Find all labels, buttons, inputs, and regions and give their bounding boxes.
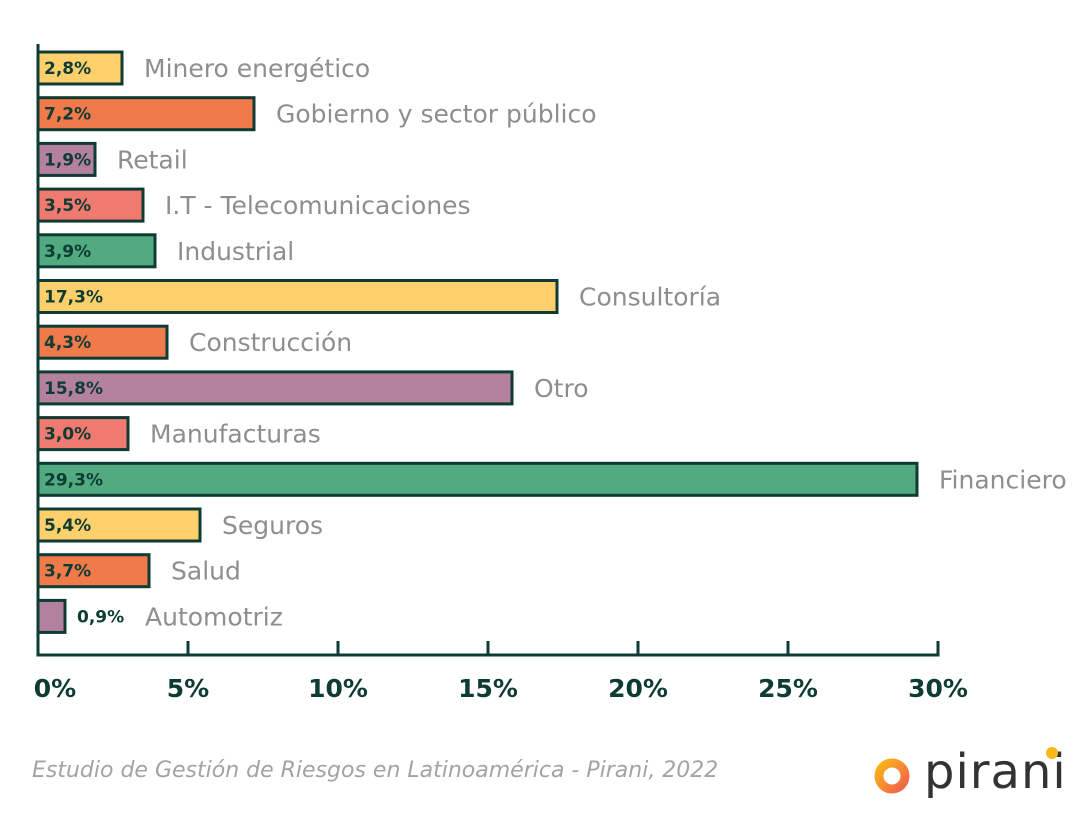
category-label: Industrial [177, 237, 294, 266]
bar-9 [36, 461, 919, 497]
logo-dot-icon [1046, 747, 1058, 759]
bar-4 [36, 233, 157, 269]
x-axis: 0% 5% 10% 15% 20% 25% 30% [34, 44, 968, 703]
bar-3 [36, 187, 145, 223]
value-label: 2,8% [44, 59, 91, 79]
value-label: 4,3% [44, 333, 91, 353]
value-label: 15,8% [44, 379, 103, 399]
value-label: 7,2% [44, 105, 91, 125]
value-label: 29,3% [44, 470, 103, 490]
value-label: 3,5% [44, 196, 91, 216]
category-label: Automotriz [145, 602, 283, 631]
value-label: 5,4% [44, 516, 91, 536]
category-label: Salud [171, 557, 241, 586]
logo-text: pirani [924, 744, 1067, 800]
value-label: 3,9% [44, 242, 91, 262]
category-label: Construcción [189, 328, 352, 357]
pirani-logo: pirani [872, 744, 1067, 800]
x-tick-label: 30% [908, 674, 968, 703]
category-label: Consultoría [579, 283, 721, 312]
bar-5 [36, 279, 559, 314]
x-tick-label: 25% [758, 674, 818, 703]
value-label: 3,7% [44, 562, 91, 582]
bars-group: 2,8% Minero energético 7,2% Gobierno y sect… [36, 50, 1067, 634]
category-label: Financiero [939, 465, 1067, 494]
value-label: 17,3% [44, 288, 103, 308]
pirani-ring-icon [874, 758, 910, 794]
value-label: 0,9% [77, 607, 124, 627]
category-label: I.T - Telecomunicaciones [165, 191, 471, 220]
bar-8 [36, 416, 130, 452]
bar-2 [36, 141, 97, 177]
bar-7 [36, 370, 514, 406]
value-label: 3,0% [44, 425, 91, 445]
category-label: Manufacturas [150, 420, 321, 449]
bar-1 [36, 96, 256, 132]
value-label: 1,9% [44, 150, 91, 170]
x-tick-label: 0% [34, 674, 76, 703]
x-tick-label: 15% [458, 674, 518, 703]
category-label: Gobierno y sector público [276, 100, 597, 129]
bar-chart: 2,8% Minero energético 7,2% Gobierno y sect… [34, 44, 1067, 703]
x-tick-label: 10% [308, 674, 368, 703]
category-label: Seguros [222, 511, 323, 540]
category-label: Retail [117, 145, 188, 174]
source-caption: Estudio de Gestión de Riesgos en Latinoa… [32, 758, 719, 783]
x-tick-label: 20% [608, 674, 668, 703]
x-tick-label: 5% [167, 674, 209, 703]
bar-12 [36, 598, 67, 634]
category-label: Minero energético [144, 54, 370, 83]
category-label: Otro [534, 374, 589, 403]
